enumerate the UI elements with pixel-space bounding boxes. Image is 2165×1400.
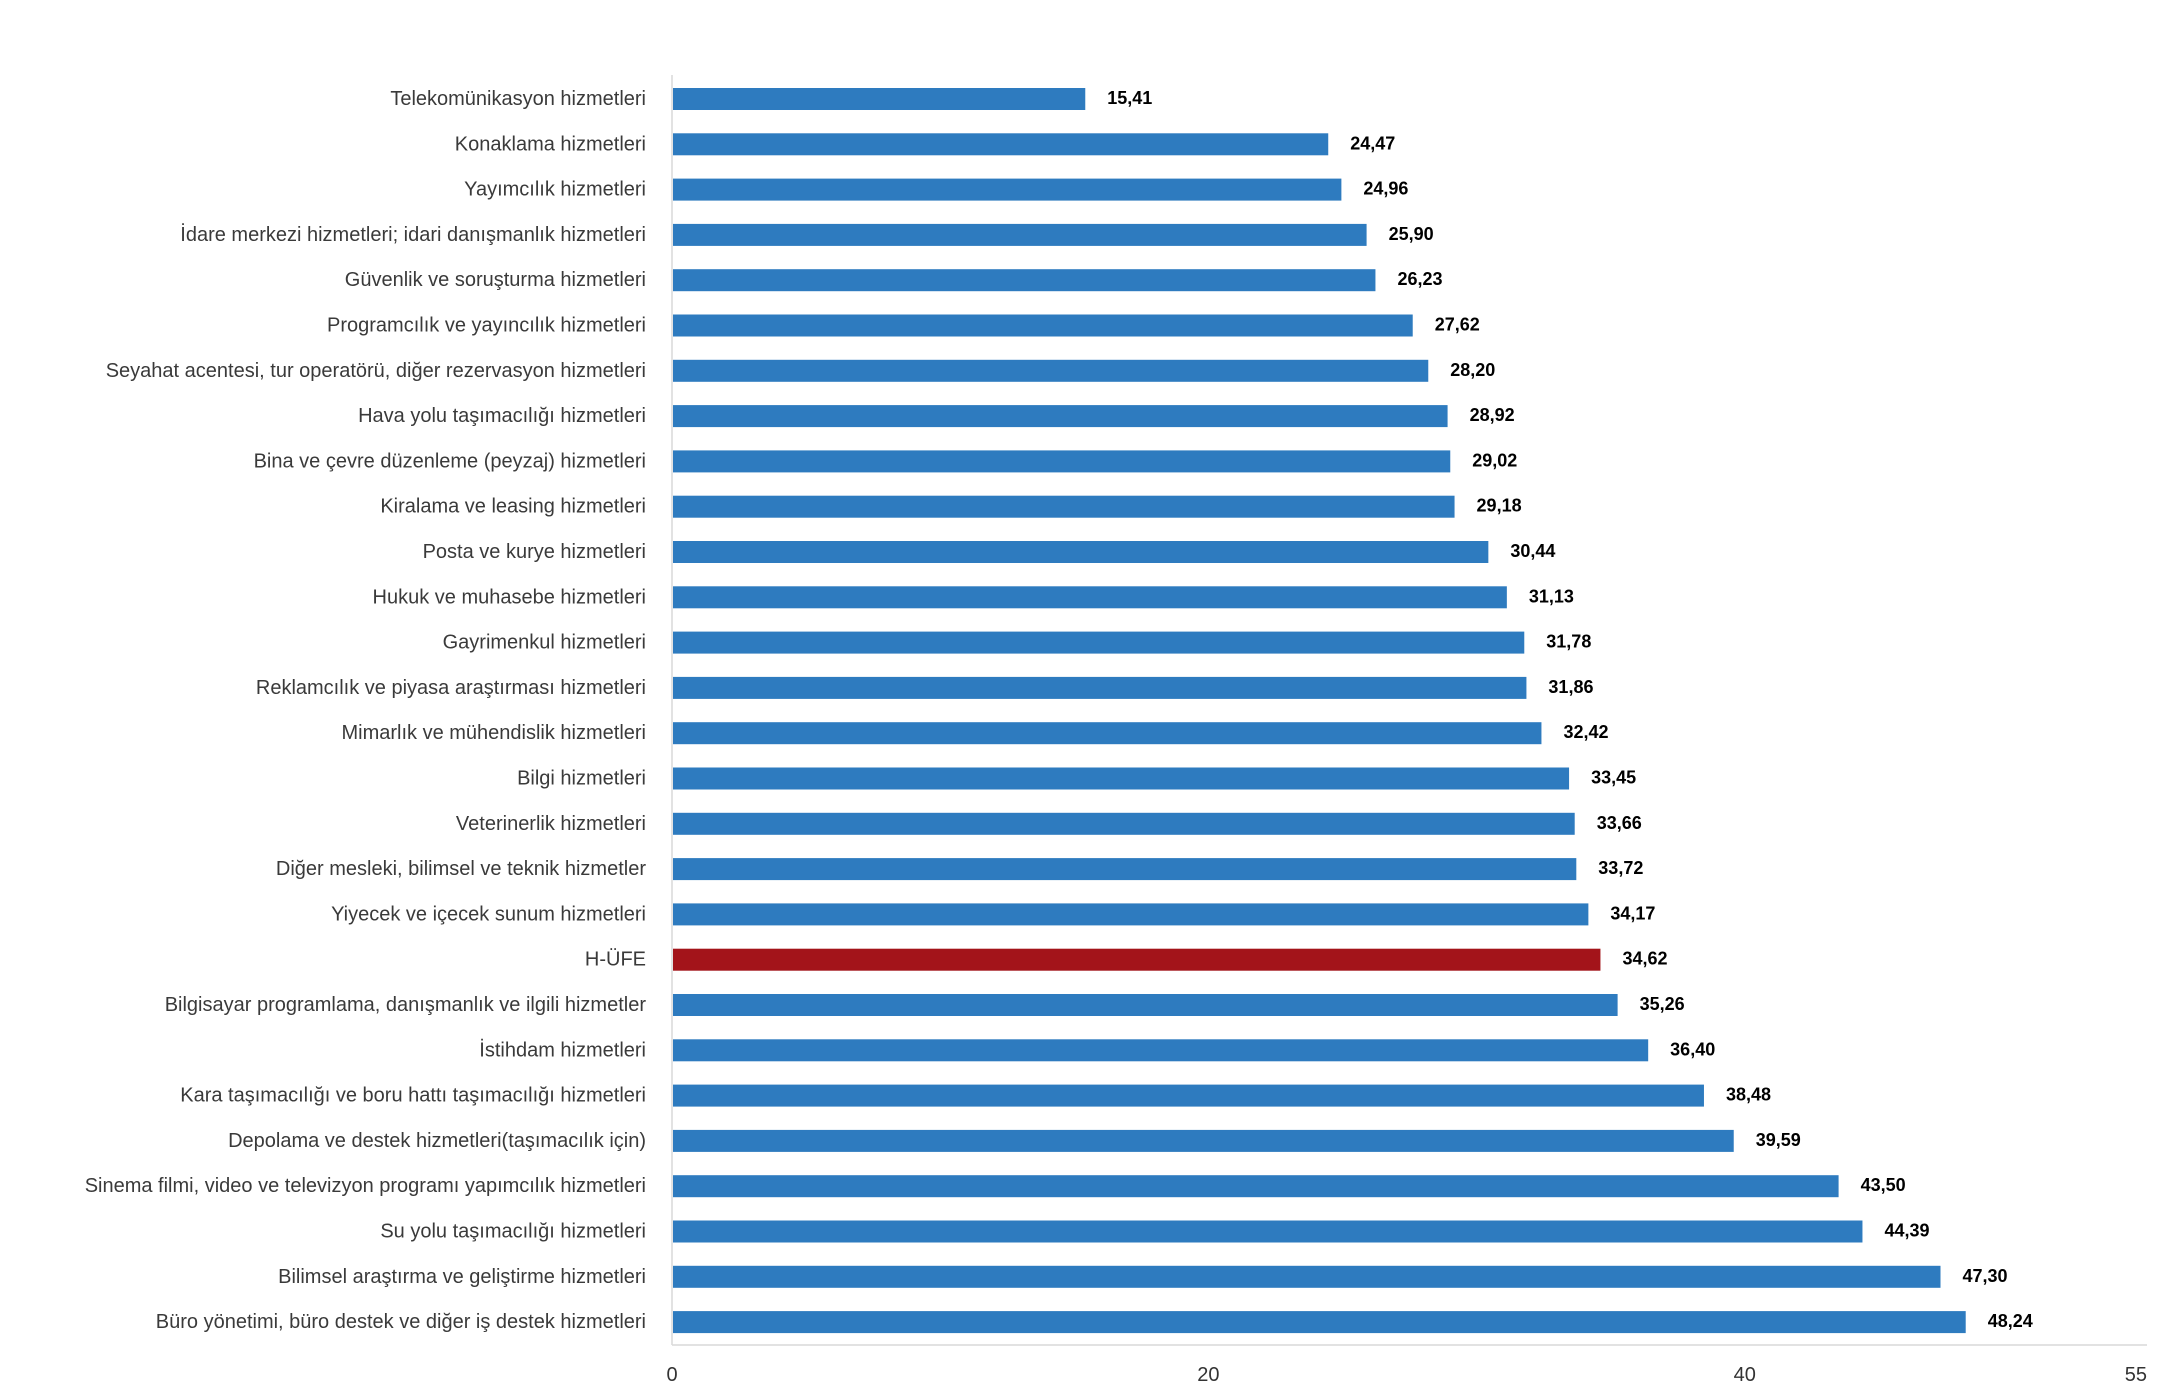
category-label: Diğer mesleki, bilimsel ve teknik hizmet… [276, 858, 646, 880]
value-label: 29,02 [1472, 450, 1517, 470]
bars-layer [673, 88, 1966, 1334]
value-label: 33,72 [1598, 858, 1643, 878]
category-label: Bilgi hizmetleri [517, 768, 646, 790]
tick-labels-layer: 0 20 40 55 [666, 1364, 2147, 1386]
value-label: 31,78 [1546, 632, 1591, 652]
value-label: 28,20 [1450, 360, 1495, 380]
bar [673, 1039, 1649, 1062]
value-label: 36,40 [1670, 1039, 1715, 1059]
category-label: Hava yolu taşımacılığı hizmetleri [358, 405, 646, 427]
bar [673, 1220, 1863, 1243]
bar [673, 676, 1527, 699]
bar [673, 405, 1448, 428]
value-label: 43,50 [1861, 1175, 1906, 1195]
value-labels-layer: 15,41 24,47 24,96 25,90 26,23 27,62 28,20 28,92… [1107, 88, 2032, 1331]
value-label: 24,47 [1350, 133, 1395, 153]
value-label: 25,90 [1389, 224, 1434, 244]
category-label: Yiyecek ve içecek sunum hizmetleri [331, 903, 646, 925]
bar [673, 1311, 1966, 1334]
value-label: 26,23 [1397, 269, 1442, 289]
value-label: 33,66 [1597, 813, 1642, 833]
value-label: 28,92 [1470, 405, 1515, 425]
category-label: Güvenlik ve soruşturma hizmetleri [345, 269, 646, 291]
value-label: 31,13 [1529, 586, 1574, 606]
category-label: Konaklama hizmetleri [455, 133, 646, 155]
value-label: 39,59 [1756, 1130, 1801, 1150]
value-label: 34,17 [1610, 903, 1655, 923]
bar [673, 88, 1086, 110]
x-tick-label: 20 [1197, 1364, 1219, 1386]
value-label: 48,24 [1988, 1311, 2033, 1331]
category-label: İdare merkezi hizmetleri; idari danışman… [180, 223, 646, 246]
bar [673, 1175, 1839, 1198]
category-label: Gayrimenkul hizmetleri [443, 632, 646, 654]
category-label: Sinema filmi, video ve televizyon progra… [85, 1175, 646, 1197]
bar [673, 1084, 1704, 1107]
category-label: Büro yönetimi, büro destek ve diğer iş d… [156, 1311, 646, 1333]
bar [673, 541, 1489, 563]
bar [673, 722, 1542, 745]
bar [673, 314, 1413, 337]
value-label: 34,62 [1622, 949, 1667, 969]
bar [673, 495, 1455, 518]
category-label: Depolama ve destek hizmetleri(taşımacılı… [228, 1130, 646, 1152]
bar [673, 223, 1367, 246]
axis-layer [671, 75, 2147, 1346]
category-label: Mimarlık ve mühendislik hizmetleri [341, 722, 646, 744]
value-label: 27,62 [1435, 315, 1480, 335]
bar [673, 1129, 1734, 1152]
bar [673, 178, 1342, 201]
category-label: Veterinerlik hizmetleri [456, 813, 646, 835]
x-tick-label: 55 [2125, 1364, 2147, 1386]
category-label: Bina ve çevre düzenleme (peyzaj) hizmetl… [254, 450, 646, 472]
bar [673, 1265, 1941, 1288]
category-label: H-ÜFE [585, 949, 646, 971]
category-label: Bilgisayar programlama, danışmanlık ve i… [165, 994, 647, 1016]
x-tick-label: 40 [1734, 1364, 1756, 1386]
category-label: İstihdam hizmetleri [479, 1038, 646, 1061]
value-label: 32,42 [1563, 722, 1608, 742]
value-label: 15,41 [1107, 88, 1152, 108]
category-label: Su yolu taşımacılığı hizmetleri [380, 1221, 646, 1243]
category-label: Yayımcılık hizmetleri [464, 179, 646, 201]
category-labels-layer: Telekomünikasyon hizmetleri Konaklama hiz… [85, 88, 647, 1333]
value-label: 30,44 [1510, 541, 1555, 561]
bar [673, 631, 1525, 654]
value-label: 47,30 [1963, 1266, 2008, 1286]
category-label: Kara taşımacılığı ve boru hattı taşımacı… [180, 1085, 646, 1107]
bar [673, 133, 1329, 156]
category-label: Telekomünikasyon hizmetleri [390, 88, 646, 110]
bar [673, 450, 1451, 473]
value-label: 33,45 [1591, 768, 1636, 788]
value-label: 24,96 [1363, 179, 1408, 199]
category-label: Programcılık ve yayıncılık hizmetleri [327, 315, 646, 337]
bar [673, 767, 1570, 790]
value-label: 35,26 [1640, 994, 1685, 1014]
bar [673, 858, 1577, 881]
bar [673, 812, 1575, 835]
bar [673, 359, 1429, 382]
category-label: Reklamcılık ve piyasa araştırması hizmet… [256, 677, 646, 699]
value-label: 29,18 [1477, 496, 1522, 516]
value-label: 44,39 [1884, 1221, 1929, 1241]
x-tick-label: 0 [666, 1364, 677, 1386]
bar [673, 269, 1376, 292]
value-label: 38,48 [1726, 1085, 1771, 1105]
value-label: 31,86 [1548, 677, 1593, 697]
category-label: Hukuk ve muhasebe hizmetleri [373, 586, 646, 608]
bar [673, 903, 1589, 926]
bar [673, 994, 1618, 1016]
bar-highlight [673, 948, 1601, 971]
category-label: Seyahat acentesi, tur operatörü, diğer r… [106, 360, 646, 382]
bar [673, 586, 1507, 609]
category-label: Posta ve kurye hizmetleri [423, 541, 646, 563]
category-label: Bilimsel araştırma ve geliştirme hizmetl… [278, 1266, 646, 1288]
category-label: Kiralama ve leasing hizmetleri [380, 496, 646, 518]
